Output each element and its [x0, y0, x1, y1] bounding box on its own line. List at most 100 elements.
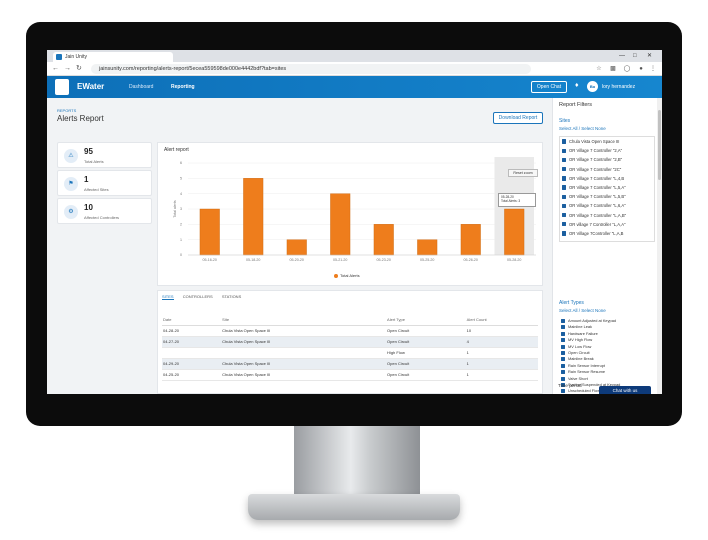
alert-type-checkbox-item[interactable]: Mainline Break: [559, 356, 659, 362]
alert-type-checkbox-item[interactable]: Rain Sensor Interrupt: [559, 363, 659, 369]
user-menu[interactable]: lory hernandez: [602, 84, 636, 90]
minimize-icon[interactable]: —: [619, 53, 625, 59]
bar[interactable]: [330, 193, 351, 256]
reload-icon[interactable]: ↻: [76, 65, 82, 72]
checkbox-checked-icon[interactable]: [561, 331, 565, 336]
tab-controllers[interactable]: CONTROLLERS: [182, 294, 213, 299]
checkbox-checked-icon[interactable]: [562, 139, 567, 144]
checkbox-checked-icon[interactable]: [562, 185, 567, 190]
site-checkbox-item[interactable]: OR Village 7 Controller "L,A,B": [560, 211, 654, 220]
checkbox-checked-icon[interactable]: [562, 222, 567, 227]
table-row[interactable]: 04-27-20 Chula Vista Open Space III Open C…: [162, 336, 538, 348]
checkbox-checked-icon[interactable]: [561, 370, 565, 375]
column-header[interactable]: Alert Count: [465, 315, 538, 326]
back-icon[interactable]: ←: [52, 65, 59, 72]
url-field[interactable]: jainsunity.com/reporting/alerts-report/5…: [91, 64, 531, 74]
checkbox-checked-icon[interactable]: [561, 344, 565, 349]
chat-with-us-button[interactable]: Chat with us: [599, 386, 651, 394]
checkbox-checked-icon[interactable]: [561, 357, 565, 362]
checkbox-checked-icon[interactable]: [562, 148, 567, 153]
checkbox-checked-icon[interactable]: [561, 376, 565, 381]
bar[interactable]: [460, 224, 481, 256]
close-window-icon[interactable]: ✕: [647, 53, 653, 59]
table-row[interactable]: 04-28-20 Chula Vista Open Space III Open C…: [162, 325, 538, 337]
alert-type-checkbox-item[interactable]: Hardware Failure: [559, 331, 659, 337]
checkbox-checked-icon[interactable]: [561, 325, 565, 330]
nav-reporting[interactable]: Reporting: [171, 84, 195, 90]
alert-type-checkbox-item[interactable]: Rain Sensor Resume: [559, 369, 659, 375]
nav-dashboard[interactable]: Dashboard: [129, 84, 154, 90]
alert-type-checkbox-item[interactable]: Amount Adjusted at Keypad: [559, 318, 659, 324]
panel-scrollbar[interactable]: [657, 98, 662, 394]
checkbox-checked-icon[interactable]: [562, 157, 567, 163]
checkbox-checked-icon[interactable]: [561, 363, 565, 368]
bar[interactable]: [243, 178, 264, 256]
checkbox-checked-icon[interactable]: [562, 194, 567, 199]
alert-type-checkbox-item[interactable]: System Suspended at Keypad: [559, 382, 659, 388]
checkbox-checked-icon[interactable]: [561, 350, 565, 355]
column-header[interactable]: Site: [221, 315, 387, 326]
sites-select-all-none[interactable]: Select All / Select None: [559, 126, 606, 131]
site-checkbox-item[interactable]: OR Village 7 Controller "2,A": [560, 146, 654, 155]
open-chat-button[interactable]: Open Chat: [531, 81, 567, 93]
column-header[interactable]: Date: [162, 315, 222, 326]
profile-icon[interactable]: ●: [639, 66, 643, 72]
breadcrumb[interactable]: REPORTS: [57, 108, 77, 113]
forward-icon[interactable]: →: [64, 65, 71, 72]
checkbox-checked-icon[interactable]: [562, 166, 567, 172]
table-row[interactable]: High Flow 1: [162, 347, 538, 359]
alert-type-checkbox-item[interactable]: Unscheduled Flow: [559, 388, 659, 394]
checkbox-checked-icon[interactable]: [562, 203, 567, 209]
checkbox-checked-icon[interactable]: [562, 212, 567, 218]
table-cell: 04-27-20: [162, 336, 222, 348]
alert-type-checkbox-item[interactable]: Open Circuit: [559, 350, 659, 356]
site-checkbox-item[interactable]: OR Village 7 Controller "L,5,B": [560, 192, 654, 201]
alert-type-checkbox-item[interactable]: MV Low Flow: [559, 344, 659, 350]
bar[interactable]: [373, 224, 394, 256]
alert-type-checkbox-item[interactable]: MV High Flow: [559, 337, 659, 343]
jain-logo-icon[interactable]: [55, 79, 69, 95]
extension-icon[interactable]: ▩: [610, 66, 616, 72]
browser-tab[interactable]: Jain Unity: [53, 52, 173, 62]
bar[interactable]: [417, 239, 438, 256]
checkbox-checked-icon[interactable]: [562, 231, 567, 236]
site-checkbox-item[interactable]: OR Village 7 Controller "2,B": [560, 155, 654, 164]
site-checkbox-item[interactable]: OR Village 7Controller "L,A,B: [560, 229, 654, 238]
checkbox-checked-icon[interactable]: [561, 319, 565, 323]
stat-total-alerts: ⚠ 95 Total Alerts: [57, 142, 152, 168]
site-checkbox-item[interactable]: OR Village 7 Controller "L,5,A": [560, 183, 654, 192]
table-row[interactable]: 04-25-20 Chula Vista Open Space III Open C…: [162, 369, 538, 381]
checkbox-checked-icon[interactable]: [561, 389, 565, 394]
checkbox-checked-icon[interactable]: [562, 176, 567, 181]
site-checkbox-item[interactable]: OR village 7 Controller "L,A,A": [560, 220, 654, 229]
checkbox-checked-icon[interactable]: [561, 338, 565, 343]
star-icon[interactable]: ☆: [596, 66, 602, 72]
column-header[interactable]: Alert Type: [386, 315, 466, 326]
tab-sites[interactable]: SITES: [162, 294, 174, 300]
shield-icon[interactable]: ◯: [623, 66, 631, 72]
menu-dots-icon[interactable]: ⋮: [650, 66, 656, 72]
bar[interactable]: [504, 208, 525, 256]
download-report-button[interactable]: Download Report: [493, 112, 543, 124]
site-checkbox-item[interactable]: OR Village 7 Controller "L,4,B: [560, 174, 654, 183]
avatar[interactable]: Bo: [587, 81, 598, 92]
bar[interactable]: [199, 208, 220, 256]
reset-zoom-button[interactable]: Reset zoom: [508, 169, 538, 177]
checkbox-checked-icon[interactable]: [561, 382, 565, 387]
site-checkbox-item[interactable]: OR Village 7 Controller "L,6,A": [560, 201, 654, 210]
bar[interactable]: [286, 239, 307, 256]
scrollbar-thumb[interactable]: [658, 110, 661, 180]
bell-icon[interactable]: ♦: [575, 82, 579, 89]
site-checkbox-item[interactable]: OR Village 7 Controller "2C": [560, 165, 654, 174]
alert-type-checkbox-item[interactable]: Mainline Leak: [559, 324, 659, 330]
alert-types-select-all-none[interactable]: Select All / Select None: [559, 308, 606, 313]
chart-legend[interactable]: Total Alerts: [334, 273, 360, 278]
maximize-icon[interactable]: □: [633, 53, 637, 59]
site-label: OR village 7 Controller "L,A,A": [569, 221, 626, 227]
table-row[interactable]: 04-29-20 Chula Vista Open Space III Open C…: [162, 358, 538, 370]
alert-type-checkbox-item[interactable]: Valve Short: [559, 376, 659, 382]
site-checkbox-item[interactable]: Chula Vista Open Space III: [560, 137, 654, 146]
tab-stations[interactable]: STATIONS: [221, 294, 242, 299]
alerts-table-card: SITES CONTROLLERS STATIONS Date Site Alert…: [157, 290, 543, 394]
alert-bar-chart[interactable]: 0 1 2 3 4 5 6 Total alerts 05-16-20 05-18-20 05-20…: [158, 143, 544, 273]
